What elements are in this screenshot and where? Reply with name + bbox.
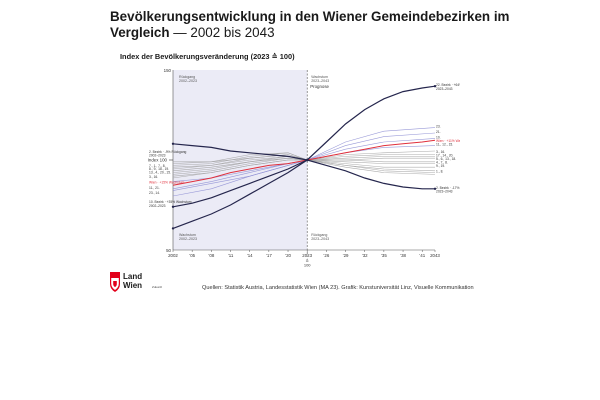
x-tick-label: ’11	[228, 253, 234, 258]
right-series-label: 5., 6., 13., 18.	[436, 157, 456, 161]
series-line	[172, 157, 435, 175]
logo-small-text: Zukunft	[152, 285, 163, 289]
x-tick-label: 2023	[302, 253, 312, 258]
footer: Land Wien Zukunft Quellen: Statistik Aus…	[110, 272, 474, 294]
x-tick-label: ’05	[189, 253, 195, 258]
x-tick-label: ’14	[247, 253, 253, 258]
logo-wordmark: Land Wien	[123, 272, 142, 290]
title-main: Bevölkerungsentwicklung in den Wiener Ge…	[110, 9, 510, 40]
reference-label: Index 100	[148, 158, 168, 163]
left-series-label: 2. Bezirk · -9% Rückgang 2002–2023	[149, 150, 187, 158]
series-end-dot	[433, 85, 437, 88]
period-label-past-top: Rückgang 2002–2023	[179, 75, 197, 83]
series-line	[172, 145, 436, 191]
series-line	[172, 152, 436, 175]
origin-dot	[305, 158, 309, 162]
page-title: Bevölkerungsentwicklung in den Wiener Ge…	[110, 9, 510, 41]
series-line	[173, 154, 436, 173]
left-series-label: 13., 4., 20., 15.	[149, 171, 171, 175]
x-tick-label: ’29	[343, 253, 349, 258]
x-tick-label: ’32	[362, 253, 368, 258]
x-tick-label: ’26	[323, 253, 329, 258]
period-label-future-bottom: Rückgang 2023–2043	[311, 233, 329, 241]
y-tick-label: 150	[164, 68, 172, 73]
logo-line2: Wien	[123, 281, 143, 290]
x-tick-label: ’38	[400, 253, 406, 258]
series-line	[172, 159, 308, 208]
chart-heading: Index der Bevölkerungsveränderung (2023 …	[120, 52, 295, 61]
left-series-label: 7., 1., 7., 8.	[149, 164, 166, 168]
right-series-label: 1., 8.	[436, 170, 443, 174]
right-series-label: 9., 19.	[436, 164, 445, 168]
right-series-label: 3., 16.	[436, 150, 445, 154]
x-tick-label: ’35	[381, 253, 387, 258]
x-tick-label: ’17	[266, 253, 272, 258]
title-sub: — 2002 bis 2043	[173, 25, 275, 40]
series-start-dot	[171, 205, 175, 208]
right-series-label: 17., 14., 20.	[436, 153, 453, 157]
series-start-dot	[171, 142, 175, 145]
left-series-label: Wien · +15% Wachstum	[149, 180, 185, 184]
right-series-label: 21.	[436, 130, 441, 134]
logo-line1: Land	[123, 272, 143, 281]
series-line	[172, 154, 435, 177]
left-series-label: 10. Bezirk · +35% Wachstum 2002–2023	[149, 200, 192, 208]
y-tick-label: 50	[166, 248, 171, 253]
left-series-label: 8., 9., 18., 19.	[149, 167, 169, 171]
period-label-future-top: Wachstum 2023–2043	[311, 75, 329, 83]
right-series-label: 4., 7., 8.	[436, 161, 448, 165]
source-text: Quellen: Statistik Austria, Landesstatis…	[202, 285, 474, 291]
x-tick-label: ’08	[208, 253, 214, 258]
prognose-label: Prognose	[310, 84, 329, 89]
left-series-label: 11., 21.	[149, 186, 160, 190]
x-tick-label: 2002	[168, 253, 178, 258]
left-series-label: 3., 16.	[149, 175, 158, 179]
x-tick-label: ’41	[419, 253, 425, 258]
population-chart: 50 150 Index 100 Prognose Rückgang 2002–2023 W…	[148, 68, 460, 268]
left-series-label: 23., 14.	[149, 191, 160, 195]
x-tick-label: ’20	[285, 253, 291, 258]
wien-flag-icon	[110, 272, 120, 292]
right-series-label: 23.	[436, 125, 441, 129]
right-series-label: 11., 12., 15.	[436, 143, 453, 147]
series-end-dot	[433, 187, 437, 190]
period-label-past-bottom: Wachstum 2002–2023	[179, 233, 197, 241]
wien-logo: Land Wien Zukunft	[110, 272, 190, 294]
zero-year-label: ≙ 100	[304, 258, 311, 268]
series-start-dot	[171, 227, 175, 230]
x-tick-label: 2043	[430, 253, 440, 258]
right-series-label: Wien · +11% Wachstum	[436, 139, 460, 143]
right-series-label: 10.	[436, 135, 441, 139]
